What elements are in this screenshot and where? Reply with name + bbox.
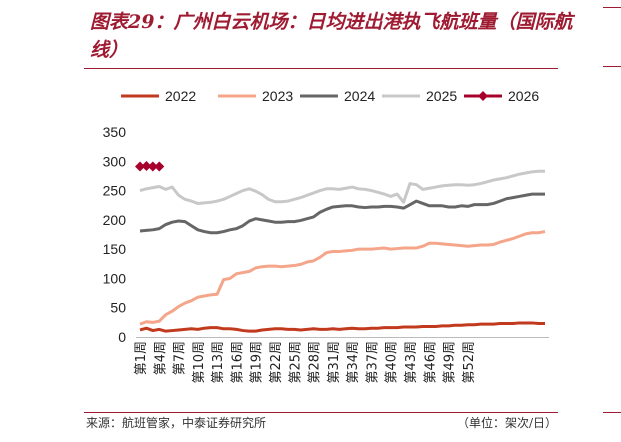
footer-rule — [84, 412, 558, 413]
x-tick-label: 第13周 — [211, 341, 226, 384]
x-tick-label: 第25周 — [288, 341, 303, 384]
y-tick-label: 350 — [103, 124, 127, 140]
x-tick-label: 第52周 — [462, 341, 477, 384]
title-rule — [84, 68, 558, 69]
x-tick-label: 第34周 — [346, 341, 361, 384]
x-tick-label: 第1周 — [134, 341, 149, 375]
x-tick-label: 第10周 — [192, 341, 207, 384]
y-tick-label: 0 — [118, 329, 126, 345]
source-note: 来源：航班管家，中泰证券研究所 — [86, 416, 267, 430]
y-tick-label: 250 — [103, 183, 127, 199]
legend-label-2023: 2023 — [262, 88, 293, 104]
series-line-2023 — [139, 230, 546, 326]
chart-title: 图表29：广州白云机场：日均进出港执飞航班量（国际航线） — [90, 11, 573, 61]
y-tick-label: 100 — [103, 270, 127, 286]
x-tick-label: 第28周 — [308, 341, 323, 384]
series-point-2026 — [135, 161, 145, 172]
y-tick-label: 300 — [103, 153, 127, 169]
x-tick-label: 第16周 — [230, 341, 245, 384]
series-line-2025 — [139, 169, 545, 205]
x-tick-label: 第37周 — [365, 341, 380, 384]
series-point-2026 — [154, 161, 165, 172]
x-tick-label: 第19周 — [250, 341, 265, 384]
x-tick-label: 第40周 — [385, 341, 400, 384]
right-panel-rule — [603, 66, 621, 67]
x-tick-label: 第46周 — [423, 341, 438, 384]
series-point-2026 — [141, 160, 152, 171]
y-tick-label: 200 — [103, 212, 127, 228]
right-panel-top-rule — [603, 7, 621, 8]
y-tick-label: 50 — [110, 300, 126, 316]
legend-label-2024: 2024 — [344, 88, 375, 104]
x-tick-label: 第49周 — [443, 341, 458, 384]
x-tick-label: 第43周 — [404, 341, 419, 384]
legend-label-2022: 2022 — [165, 88, 196, 104]
legend-label-2025: 2025 — [426, 88, 457, 104]
right-panel-bottom-rule — [603, 412, 621, 413]
series-line-2022 — [139, 321, 545, 333]
series-line-2024 — [139, 192, 545, 235]
x-tick-label: 第7周 — [173, 341, 188, 375]
legend-label-2026: 2026 — [508, 88, 539, 104]
x-tick-label: 第31周 — [327, 341, 342, 384]
legend-marker-2026 — [478, 91, 488, 101]
unit-note: （单位：架次/日） — [456, 416, 557, 430]
x-tick-label: 第22周 — [269, 341, 284, 384]
x-tick-label: 第4周 — [153, 341, 168, 375]
series-point-2026 — [147, 161, 158, 172]
y-tick-label: 150 — [103, 241, 127, 257]
